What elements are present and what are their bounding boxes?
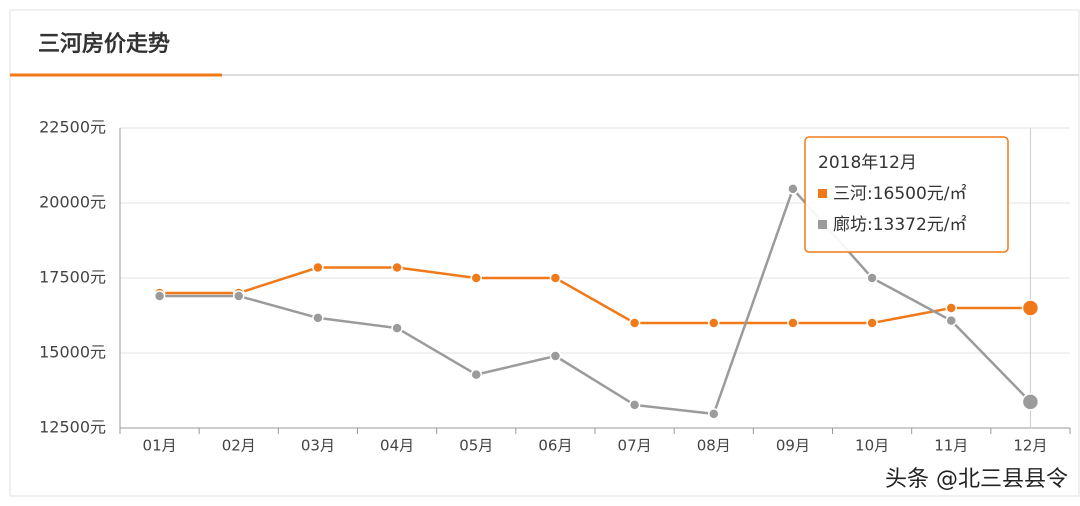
- x-tick-label: 01月: [143, 437, 177, 455]
- data-point: [549, 350, 562, 362]
- tooltip-swatch: [818, 220, 827, 229]
- data-point: [708, 408, 720, 420]
- data-point: [787, 317, 799, 329]
- data-point: [1021, 299, 1040, 317]
- tooltip-swatch: [818, 189, 827, 198]
- data-point: [945, 302, 957, 314]
- panel: [9, 9, 1080, 497]
- x-tick-label: 05月: [459, 437, 493, 455]
- tooltip-box: [804, 136, 1009, 253]
- y-tick-label: 22500元: [39, 118, 106, 137]
- series-line: [159, 266, 1031, 325]
- data-point: [1021, 393, 1040, 411]
- x-tick-label: 10月: [855, 437, 889, 455]
- x-tick-label: 09月: [776, 437, 810, 455]
- tooltip: 2018年12月 三河:16500元/㎡ 廊坊:13372元/㎡: [804, 136, 1009, 253]
- y-tick-label: 15000元: [39, 343, 106, 362]
- data-point: [945, 314, 957, 327]
- x-tick-label: 04月: [380, 437, 414, 455]
- x-tick-label: 02月: [222, 437, 256, 455]
- x-tick-label: 03月: [301, 437, 335, 455]
- data-point: [391, 322, 403, 334]
- data-point: [391, 261, 403, 274]
- x-tick-label: 11月: [934, 437, 968, 455]
- x-tick-label: 07月: [618, 437, 652, 455]
- data-point: [153, 290, 166, 302]
- x-tick-label: 12月: [1013, 437, 1047, 455]
- x-tick-label: 08月: [697, 437, 731, 455]
- data-point: [549, 272, 562, 284]
- data-point: [866, 317, 878, 329]
- y-tick-label: 20000元: [39, 193, 106, 212]
- data-point: [233, 290, 245, 302]
- data-point: [312, 261, 324, 274]
- series-line: [159, 186, 1032, 416]
- data-point: [866, 272, 878, 284]
- data-point: [470, 368, 482, 381]
- chart-title: 三河房价走势: [38, 31, 170, 57]
- data-point: [628, 399, 641, 411]
- data-point: [787, 183, 799, 195]
- data-point: [470, 272, 482, 284]
- watermark: 头条 @北三县县令: [885, 467, 1068, 492]
- data-point: [312, 312, 324, 324]
- x-tick-label: 06月: [538, 437, 572, 455]
- data-point: [708, 317, 720, 329]
- tooltip-title: 2018年12月: [818, 153, 917, 173]
- tooltip-line: 廊坊:13372元/㎡: [833, 215, 967, 235]
- y-tick-label: 17500元: [39, 268, 106, 287]
- tooltip-line: 三河:16500元/㎡: [833, 184, 967, 204]
- y-tick-label: 12500元: [39, 418, 106, 437]
- data-point: [628, 317, 641, 329]
